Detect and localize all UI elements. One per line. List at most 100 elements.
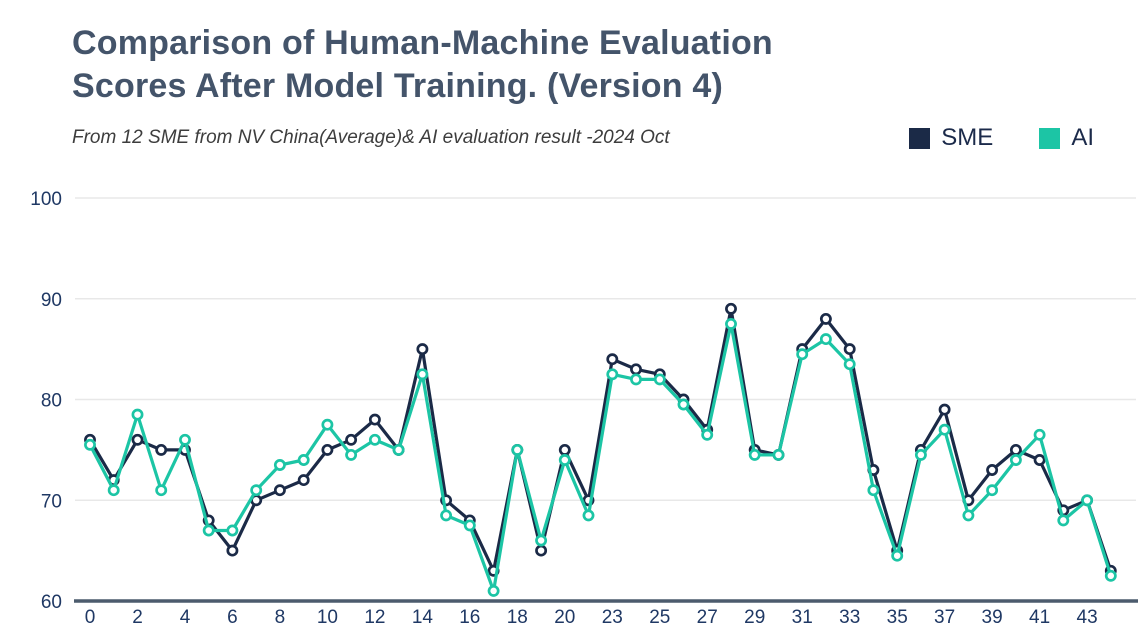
sme-marker — [725, 302, 737, 315]
page-title: Comparison of Human-Machine Evaluation S… — [72, 22, 1104, 108]
sme-marker — [416, 343, 429, 356]
ai-marker — [511, 443, 524, 456]
sme-marker — [273, 484, 286, 497]
legend-label-ai: AI — [1071, 124, 1094, 152]
legend-item-sme: SME — [909, 124, 993, 152]
x-tick-label: 2 — [132, 607, 143, 628]
ai-marker — [582, 509, 595, 522]
sme-marker — [1009, 443, 1022, 456]
ai-marker — [725, 317, 737, 330]
ai-marker — [179, 433, 191, 446]
ai-marker — [107, 484, 120, 497]
x-tick-label: 39 — [982, 607, 1003, 628]
ai-marker — [345, 448, 358, 461]
ai-marker — [1057, 514, 1070, 527]
x-tick-label: 16 — [459, 607, 480, 628]
ai-marker — [368, 433, 381, 446]
ai-marker — [1033, 428, 1046, 441]
sme-marker — [558, 443, 571, 456]
y-tick-label: 70 — [41, 491, 62, 512]
y-tick-label: 60 — [41, 592, 62, 613]
ai-marker — [535, 534, 548, 547]
ai-marker — [202, 524, 215, 537]
x-tick-label: 23 — [602, 607, 623, 628]
ai-marker — [321, 418, 334, 431]
sme-marker — [938, 403, 951, 416]
legend: SME AI — [909, 124, 1094, 152]
ai-marker — [796, 348, 809, 361]
sme-marker — [843, 343, 856, 356]
sme-marker — [297, 474, 310, 487]
chart-subtitle: From 12 SME from NV China(Average)& AI e… — [72, 127, 670, 149]
page-title-line-2: Scores After Model Training. (Version 4) — [72, 67, 723, 106]
x-tick-label: 0 — [85, 607, 96, 628]
ai-marker — [131, 408, 144, 421]
sme-marker — [368, 413, 381, 426]
ai-marker — [843, 358, 856, 371]
ai-marker — [748, 448, 761, 461]
ai-marker — [155, 484, 168, 497]
ai-marker — [891, 549, 904, 562]
sme-marker — [535, 544, 548, 557]
ai-marker — [392, 443, 405, 456]
sme-marker — [606, 353, 619, 366]
ai-marker — [1104, 569, 1117, 582]
sme-marker — [155, 443, 168, 456]
ai-marker — [440, 509, 453, 522]
chart-header: Comparison of Human-Machine Evaluation S… — [72, 22, 1104, 152]
ai-marker — [416, 368, 429, 381]
ai-marker — [84, 438, 96, 451]
sme-marker — [1033, 454, 1046, 466]
x-tick-label: 27 — [697, 607, 718, 628]
ai-marker — [986, 484, 999, 497]
x-tick-label: 12 — [364, 607, 385, 628]
ai-marker — [630, 373, 642, 386]
x-tick-label: 6 — [227, 607, 238, 628]
x-tick-label: 4 — [180, 607, 191, 628]
sme-marker — [345, 433, 358, 446]
x-tick-label: 43 — [1077, 607, 1098, 628]
ai-marker — [463, 519, 476, 532]
y-tick-label: 80 — [41, 391, 62, 412]
x-tick-label: 8 — [275, 607, 286, 628]
x-tick-label: 35 — [887, 607, 908, 628]
ai-marker — [606, 368, 619, 381]
ai-marker — [1081, 494, 1094, 507]
y-tick-label: 100 — [30, 189, 62, 210]
ai-marker — [273, 459, 286, 471]
legend-label-sme: SME — [941, 124, 994, 152]
sme-marker — [321, 443, 334, 456]
ai-marker — [653, 373, 666, 386]
x-tick-label: 14 — [412, 607, 434, 628]
ai-marker — [558, 454, 571, 466]
sme-marker — [630, 363, 642, 376]
ai-marker — [938, 423, 951, 436]
ai-swatch-icon — [1039, 127, 1061, 149]
x-tick-label: 29 — [744, 607, 765, 628]
y-tick-label: 90 — [41, 290, 62, 311]
ai-marker — [250, 484, 263, 497]
legend-item-ai: AI — [1039, 124, 1094, 152]
ai-marker — [914, 448, 927, 461]
sme-marker — [226, 544, 239, 557]
ai-marker — [867, 484, 880, 497]
x-tick-label: 20 — [554, 607, 575, 628]
x-tick-label: 25 — [649, 607, 670, 628]
ai-marker — [962, 509, 975, 522]
x-tick-label: 41 — [1029, 607, 1050, 628]
sme-marker — [819, 312, 832, 325]
ai-marker — [677, 398, 690, 411]
ai-marker — [772, 448, 785, 461]
page-title-line-1: Comparison of Human-Machine Evaluation — [72, 24, 773, 62]
x-tick-label: 18 — [507, 607, 528, 628]
ai-marker — [701, 428, 714, 441]
x-tick-label: 10 — [317, 607, 338, 628]
x-tick-label: 31 — [792, 607, 813, 628]
ai-marker — [819, 333, 832, 346]
x-tick-label: 37 — [934, 607, 955, 628]
ai-marker — [226, 524, 239, 537]
ai-marker — [487, 584, 500, 597]
sme-marker — [986, 464, 999, 476]
